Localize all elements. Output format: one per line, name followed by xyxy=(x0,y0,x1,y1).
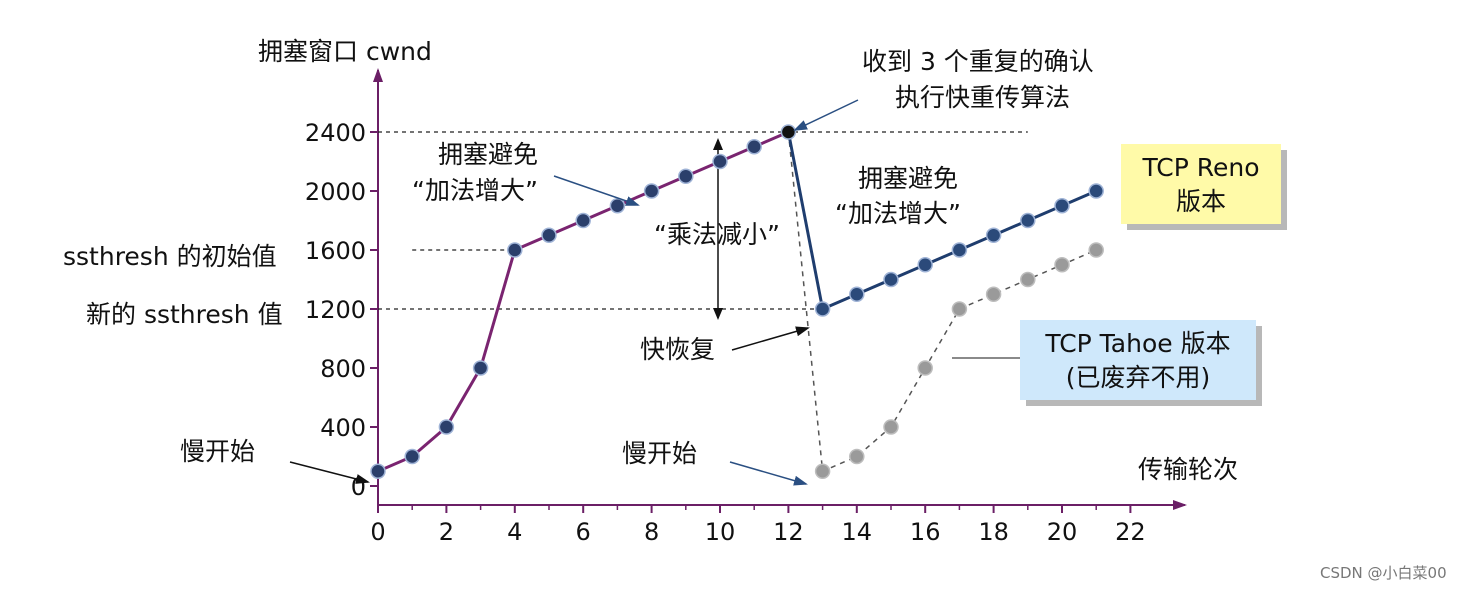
data-point xyxy=(1088,242,1104,258)
data-point xyxy=(780,124,797,140)
ca2-label-line2: “加法增大” xyxy=(835,199,961,228)
x-tick-label: 20 xyxy=(1047,518,1078,546)
data-point xyxy=(678,168,694,184)
data-point xyxy=(1088,183,1104,199)
slow-start-arrow-2 xyxy=(729,461,808,486)
data-point xyxy=(814,301,831,317)
data-point xyxy=(507,242,523,258)
data-point xyxy=(712,153,728,170)
data-point xyxy=(472,360,489,376)
slow-start-label-1: 慢开始 xyxy=(180,437,255,466)
ca1-label-line2: “加法增大” xyxy=(412,176,538,205)
y-axis-title: 拥塞窗口 cwnd xyxy=(258,37,432,66)
x-ticks: 0 2 4 6 8 10 12 14 16 18 20 22 xyxy=(370,505,1146,546)
y-tick-label: 800 xyxy=(320,355,366,383)
data-point xyxy=(1020,212,1036,229)
y-tick-label: 2400 xyxy=(305,119,366,147)
series-line xyxy=(786,131,1097,312)
watermark: CSDN @小白菜00 xyxy=(1320,564,1447,582)
ca1-label-line1: 拥塞避免 xyxy=(438,140,538,169)
x-tick-label: 0 xyxy=(370,518,385,546)
series-line xyxy=(787,131,1097,473)
ssthresh-new-label: 新的 ssthresh 值 xyxy=(86,300,283,329)
data-point xyxy=(883,419,899,435)
data-point xyxy=(985,286,1002,302)
mult-decrease-label: “乘法减小” xyxy=(654,220,780,249)
y-tick-label: 400 xyxy=(320,414,366,442)
y-tick-label: 0 xyxy=(351,473,366,501)
data-point xyxy=(1020,271,1036,288)
data-point xyxy=(575,212,591,229)
triple-ack-label-line2: 执行快重传算法 xyxy=(895,83,1070,112)
data-point xyxy=(541,227,557,243)
ca1-arrow xyxy=(553,175,640,206)
data-point xyxy=(404,448,420,465)
x-tick-label: 6 xyxy=(576,518,591,546)
tahoe-label-line2: (已废弃不用) xyxy=(1066,363,1211,392)
reference-lines xyxy=(378,131,1028,310)
reno-label-line2: 版本 xyxy=(1176,187,1226,216)
x-tick-label: 4 xyxy=(507,518,522,546)
fast-recovery-arrow xyxy=(731,326,810,351)
y-tick-label: 2000 xyxy=(305,178,366,206)
data-point xyxy=(438,419,455,435)
data-point xyxy=(849,286,865,302)
triple-ack-arrow xyxy=(793,99,859,131)
series-layer xyxy=(370,124,1104,479)
slow-start-arrow-1 xyxy=(289,461,370,484)
x-tick-label: 12 xyxy=(773,518,804,546)
triple-ack-label-line1: 收到 3 个重复的确认 xyxy=(862,47,1094,76)
tahoe-box xyxy=(1020,320,1256,400)
slow-start-label-2: 慢开始 xyxy=(622,439,697,468)
y-tick-label: 1600 xyxy=(305,237,366,265)
x-tick-label: 22 xyxy=(1115,518,1146,546)
fast-recovery-label: 快恢复 xyxy=(640,335,715,364)
ca2-label-line1: 拥塞避免 xyxy=(858,164,958,193)
reno-box xyxy=(1121,144,1281,224)
reno-label-line1: TCP Reno xyxy=(1141,153,1259,182)
data-point xyxy=(917,360,933,376)
data-point xyxy=(951,242,968,258)
data-point xyxy=(814,463,831,479)
x-tick-label: 2 xyxy=(439,518,454,546)
y-tick-label: 1200 xyxy=(305,296,366,324)
x-tick-label: 14 xyxy=(842,518,873,546)
x-tick-label: 16 xyxy=(910,518,941,546)
data-point xyxy=(1054,257,1070,273)
data-point xyxy=(609,198,626,214)
data-point xyxy=(370,463,386,479)
x-tick-label: 8 xyxy=(644,518,659,546)
data-point xyxy=(883,271,899,288)
tahoe-label-line1: TCP Tahoe 版本 xyxy=(1044,329,1230,358)
x-tick-label: 10 xyxy=(705,518,736,546)
x-axis-title: 传输轮次 xyxy=(1138,455,1238,484)
data-point xyxy=(985,227,1002,243)
data-point xyxy=(643,183,660,199)
data-point xyxy=(746,139,762,155)
y-ticks: 0 400 800 1200 1600 2000 2400 xyxy=(305,119,378,501)
data-point xyxy=(917,257,933,273)
ssthresh-initial-label: ssthresh 的初始值 xyxy=(63,242,277,271)
data-point xyxy=(1054,198,1070,214)
data-point xyxy=(849,448,865,465)
data-point xyxy=(951,301,968,317)
x-tick-label: 18 xyxy=(978,518,1009,546)
